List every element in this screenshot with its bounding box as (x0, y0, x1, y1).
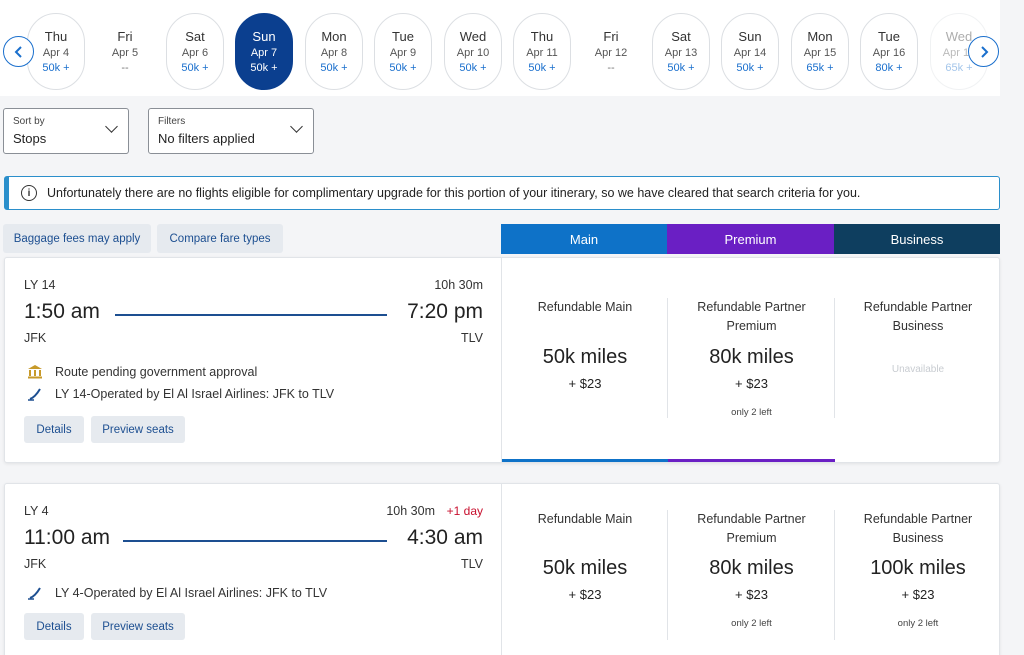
filters-value: No filters applied (158, 131, 255, 146)
date-option[interactable]: Tue Apr 9 50k + (374, 13, 432, 90)
route-notice: Route pending government approval (24, 364, 257, 379)
flight-card: LY 14 10h 30m 1:50 am 7:20 pm JFK TLV Ro… (4, 257, 1000, 463)
depart-time: 1:50 am (24, 300, 100, 323)
details-button[interactable]: Details (24, 416, 84, 443)
date-option[interactable]: Thu Apr 11 50k + (513, 13, 571, 90)
fare-name: Refundable Partner Business (863, 512, 973, 545)
fare-tax: + $23 (568, 376, 602, 391)
seats-left: only 2 left (897, 618, 939, 629)
flight-duration: 10h 30m (434, 278, 483, 292)
fare-name: Refundable Partner Premium (697, 300, 806, 333)
fare-premium[interactable]: Refundable Partner Premium 80k miles + $… (668, 258, 835, 462)
details-button[interactable]: Details (24, 613, 84, 640)
arrive-time: 7:20 pm (407, 300, 483, 323)
fare-miles: 50k miles (542, 346, 628, 368)
fare-name: Refundable Main (537, 512, 633, 526)
tab-main[interactable]: Main (501, 224, 667, 254)
sort-select[interactable]: Sort by Stops (3, 108, 129, 154)
preview-seats-button[interactable]: Preview seats (91, 416, 185, 443)
date-option[interactable]: Wed Apr 10 50k + (444, 13, 502, 90)
arrive-time: 4:30 am (407, 526, 483, 549)
date-option[interactable]: Tue Apr 16 80k + (860, 13, 918, 90)
info-banner-text: Unfortunately there are no flights eligi… (47, 186, 861, 200)
sort-label: Sort by (13, 116, 45, 127)
operator-text: LY 14-Operated by El Al Israel Airlines:… (55, 387, 335, 401)
fare-miles: 100k miles (870, 557, 966, 579)
baggage-fees-link[interactable]: Baggage fees may apply (3, 224, 151, 253)
chevron-right-icon (980, 45, 988, 58)
fare-divider (834, 298, 835, 418)
flight-number: LY 14 (24, 278, 56, 292)
fare-premium[interactable]: Refundable Partner Premium 80k miles + $… (668, 484, 835, 655)
fare-main[interactable]: Refundable Main 50k miles + $23 (502, 258, 668, 462)
filters-select[interactable]: Filters No filters applied (148, 108, 314, 154)
destination-airport: TLV (461, 557, 483, 571)
fare-tax: + $23 (735, 587, 768, 602)
date-option[interactable]: Fri Apr 5 -- (96, 13, 154, 90)
fare-unavailable: Unavailable (891, 364, 945, 375)
operator-text: LY 4-Operated by El Al Israel Airlines: … (55, 586, 328, 600)
fare-premium-underline (668, 459, 835, 462)
operator-info: LY 14-Operated by El Al Israel Airlines:… (24, 386, 334, 402)
preview-seats-button[interactable]: Preview seats (91, 613, 185, 640)
date-option[interactable]: Mon Apr 15 65k + (791, 13, 849, 90)
flight-summary: LY 4 10h 30m +1 day 11:00 am 4:30 am JFK… (5, 484, 502, 655)
fare-miles: 80k miles (709, 557, 794, 579)
depart-time: 11:00 am (24, 526, 110, 549)
tab-business[interactable]: Business (834, 224, 1000, 254)
route-notice-text: Route pending government approval (55, 364, 258, 379)
fare-business: Refundable Partner Business Unavailable (835, 258, 1001, 462)
next-dates-button[interactable] (968, 36, 999, 67)
airline-logo-icon (24, 585, 46, 601)
fare-tax: + $23 (735, 376, 768, 391)
route-line (115, 314, 387, 316)
fare-miles: 50k miles (542, 557, 628, 579)
seats-left: only 2 left (731, 618, 772, 629)
fare-tax: + $23 (901, 587, 935, 602)
route-line (123, 540, 387, 542)
fare-name: Refundable Partner Premium (697, 512, 806, 545)
chevron-left-icon (14, 45, 22, 58)
tab-premium[interactable]: Premium (667, 224, 834, 254)
government-building-icon (24, 364, 46, 379)
filters-label: Filters (158, 116, 186, 127)
origin-airport: JFK (24, 557, 47, 571)
date-option[interactable]: Sat Apr 6 50k + (166, 13, 224, 90)
date-option[interactable]: Sat Apr 13 50k + (652, 13, 710, 90)
flight-card: LY 4 10h 30m +1 day 11:00 am 4:30 am JFK… (4, 483, 1000, 655)
date-strip: Thu Apr 4 50k + Fri Apr 5 -- Sat Apr 6 50k + S… (0, 0, 1000, 96)
plus-day-badge: +1 day (446, 504, 483, 518)
sort-value: Stops (13, 131, 47, 146)
fare-divider (667, 298, 668, 418)
compare-fare-types-link[interactable]: Compare fare types (157, 224, 283, 253)
fare-divider (667, 510, 668, 640)
fare-business[interactable]: Refundable Partner Business 100k miles +… (835, 484, 1001, 655)
date-option[interactable]: Mon Apr 8 50k + (305, 13, 363, 90)
airline-logo-icon (24, 386, 46, 402)
date-option[interactable]: Fri Apr 12 -- (582, 13, 640, 90)
fare-divider (834, 510, 835, 640)
fare-name: Refundable Partner Business (863, 300, 973, 333)
fare-tax: + $23 (568, 587, 602, 602)
flight-summary: LY 14 10h 30m 1:50 am 7:20 pm JFK TLV Ro… (5, 258, 502, 462)
flight-duration: 10h 30m (386, 504, 435, 518)
date-option[interactable]: Sun Apr 14 50k + (721, 13, 779, 90)
flight-number: LY 4 (24, 504, 49, 518)
seats-left: only 2 left (731, 407, 772, 418)
fare-main-underline (502, 459, 668, 462)
fare-main[interactable]: Refundable Main 50k miles + $23 (502, 484, 668, 655)
info-icon: i (21, 185, 37, 201)
date-option[interactable]: Thu Apr 4 50k + (27, 13, 85, 90)
destination-airport: TLV (461, 331, 483, 345)
fare-miles: 80k miles (709, 346, 794, 368)
info-banner: i Unfortunately there are no flights eli… (4, 176, 1000, 210)
date-option-selected[interactable]: Sun Apr 7 50k + (235, 13, 293, 90)
operator-info: LY 4-Operated by El Al Israel Airlines: … (24, 585, 327, 601)
origin-airport: JFK (24, 331, 47, 345)
fare-name: Refundable Main (537, 300, 633, 314)
prev-dates-button[interactable] (3, 36, 34, 67)
